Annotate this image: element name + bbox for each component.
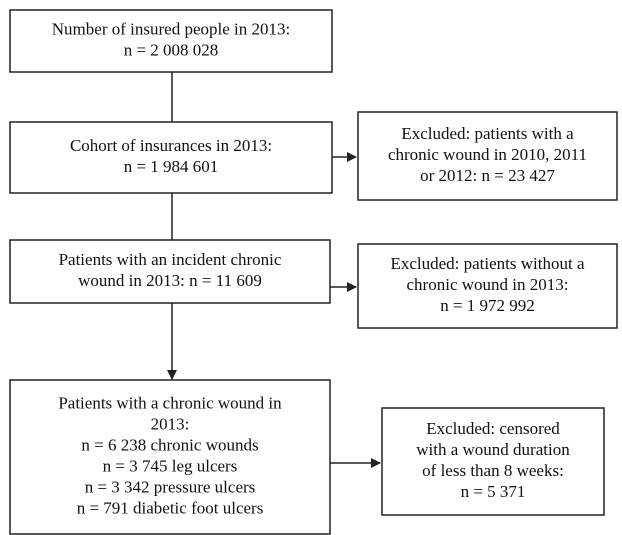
- box-text: n = 2 008 028: [124, 40, 219, 59]
- box: [9, 9, 333, 73]
- box: [357, 243, 618, 329]
- box-text: n = 3 342 pressure ulcers: [85, 477, 256, 496]
- box-text: n = 1 972 992: [440, 296, 535, 315]
- box-text: Cohort of insurances in 2013:: [70, 136, 272, 155]
- box-text: Excluded: censored: [426, 419, 560, 438]
- box-text: of less than 8 weeks:: [422, 461, 564, 480]
- box-text: Patients with an incident chronic: [59, 250, 282, 269]
- box-text: n = 791 diabetic foot ulcers: [77, 498, 264, 517]
- box: [9, 121, 333, 194]
- box-text: Excluded: patients with a: [401, 124, 574, 143]
- box-text: wound in 2013: n = 11 609: [78, 271, 262, 290]
- box-text: Excluded: patients without a: [390, 254, 584, 273]
- box-text: n = 1 984 601: [124, 157, 219, 176]
- box: [381, 407, 605, 516]
- box-text: Patients with a chronic wound in: [58, 393, 282, 412]
- boxes: Number of insured people in 2013: n = 2 0…: [9, 9, 618, 535]
- box-text: n = 6 238 chronic wounds: [81, 435, 258, 454]
- box: [357, 111, 618, 201]
- box-text: 2013:: [151, 414, 190, 433]
- box-text: Number of insured people in 2013:: [52, 19, 290, 38]
- box-text: chronic wound in 2013:: [407, 275, 569, 294]
- box-text: n = 3 745 leg ulcers: [103, 456, 238, 475]
- box-text: with a wound duration: [416, 440, 570, 459]
- box: [9, 239, 331, 304]
- box-text: n = 5 371: [461, 482, 526, 501]
- box: [9, 379, 331, 535]
- box-text: chronic wound in 2010, 2011: [388, 145, 587, 164]
- box-text: or 2012: n = 23 427: [420, 166, 555, 185]
